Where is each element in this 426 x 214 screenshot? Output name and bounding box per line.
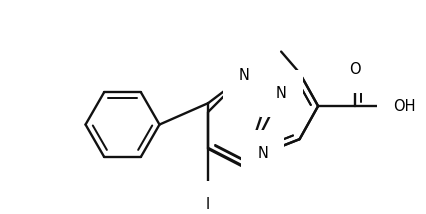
Text: OH: OH xyxy=(392,99,414,114)
Text: O: O xyxy=(348,62,360,77)
Text: I: I xyxy=(205,197,210,212)
Text: N: N xyxy=(256,146,268,161)
Text: N: N xyxy=(238,68,249,83)
Text: N: N xyxy=(275,86,286,101)
